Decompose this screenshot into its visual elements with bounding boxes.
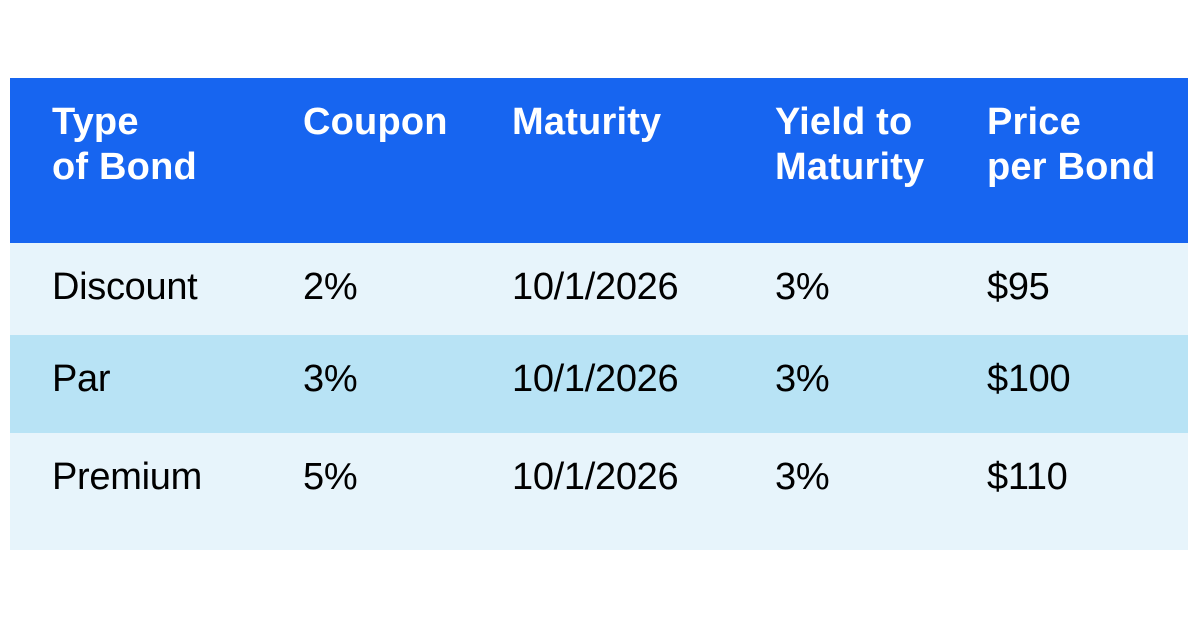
cell-coupon-premium: 5% bbox=[303, 433, 512, 550]
cell-price-discount: $95 bbox=[987, 243, 1188, 335]
cell-price-par: $100 bbox=[987, 335, 1188, 433]
table-row-par: Par 3% 10/1/2026 3% $100 bbox=[10, 335, 1188, 433]
cell-price-premium: $110 bbox=[987, 433, 1188, 550]
column-header-maturity: Maturity bbox=[512, 78, 775, 243]
cell-type-premium: Premium bbox=[10, 433, 303, 550]
bond-comparison-table: Type of Bond Coupon Maturity Yield to Ma… bbox=[10, 78, 1188, 550]
table-row-discount: Discount 2% 10/1/2026 3% $95 bbox=[10, 243, 1188, 335]
table-body: Discount 2% 10/1/2026 3% $95 Par 3% 10/1… bbox=[10, 243, 1188, 550]
cell-maturity-par: 10/1/2026 bbox=[512, 335, 775, 433]
cell-type-discount: Discount bbox=[10, 243, 303, 335]
cell-ytm-discount: 3% bbox=[775, 243, 987, 335]
cell-maturity-premium: 10/1/2026 bbox=[512, 433, 775, 550]
table-header: Type of Bond Coupon Maturity Yield to Ma… bbox=[10, 78, 1188, 243]
column-header-yield-to-maturity: Yield to Maturity bbox=[775, 78, 987, 243]
cell-coupon-par: 3% bbox=[303, 335, 512, 433]
table-row-premium: Premium 5% 10/1/2026 3% $110 bbox=[10, 433, 1188, 550]
column-header-type-of-bond: Type of Bond bbox=[10, 78, 303, 243]
cell-coupon-discount: 2% bbox=[303, 243, 512, 335]
column-header-price-per-bond: Price per Bond bbox=[987, 78, 1188, 243]
column-header-coupon: Coupon bbox=[303, 78, 512, 243]
cell-ytm-premium: 3% bbox=[775, 433, 987, 550]
cell-maturity-discount: 10/1/2026 bbox=[512, 243, 775, 335]
cell-type-par: Par bbox=[10, 335, 303, 433]
cell-ytm-par: 3% bbox=[775, 335, 987, 433]
header-row: Type of Bond Coupon Maturity Yield to Ma… bbox=[10, 78, 1188, 243]
